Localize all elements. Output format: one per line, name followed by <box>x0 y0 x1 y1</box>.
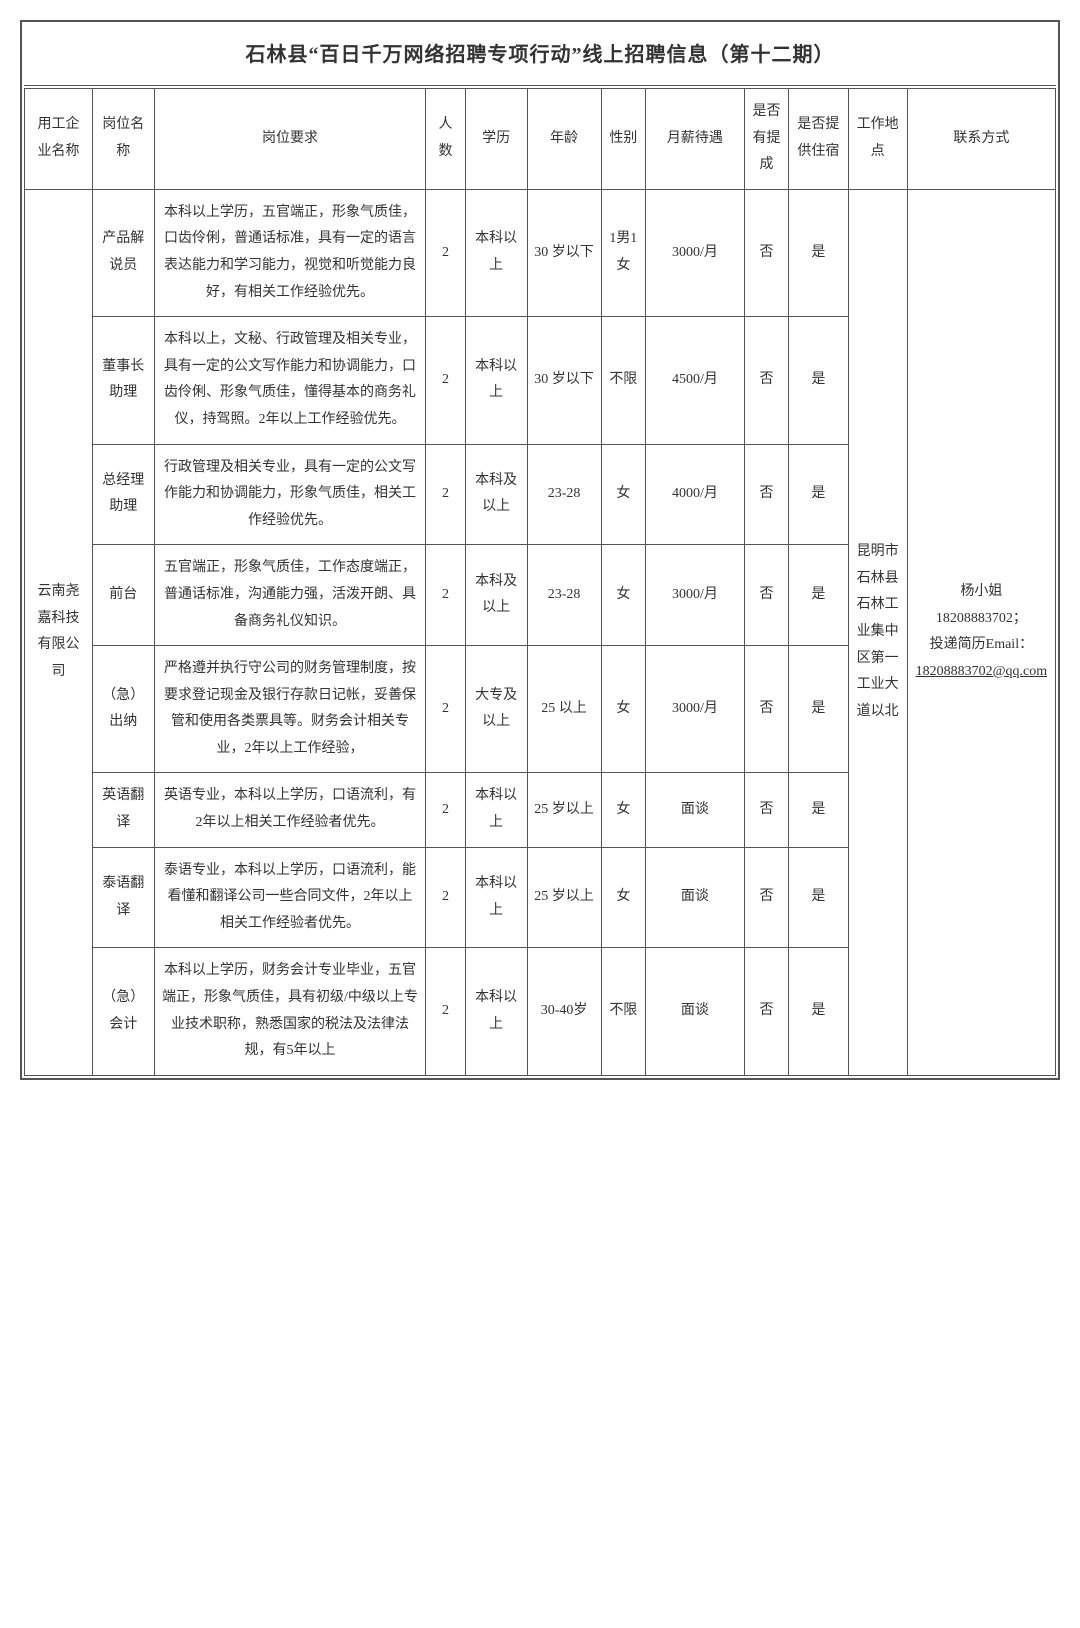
page-title: 石林县“百日千万网络招聘专项行动”线上招聘信息（第十二期） <box>24 24 1056 86</box>
education-cell: 本科以上 <box>465 317 527 444</box>
contact-email[interactable]: 18208883702@qq.com <box>916 664 1048 679</box>
requirement-cell: 严格遵并执行守公司的财务管理制度，按要求登记现金及银行存款日记帐，妥善保管和使用… <box>154 646 426 773</box>
age-cell: 25 岁以上 <box>527 773 601 847</box>
contact-name: 杨小姐 <box>960 584 1002 599</box>
commission-cell: 否 <box>744 847 788 948</box>
data-table: 用工企业名称 岗位名称 岗位要求 人数 学历 年龄 性别 月薪待遇 是否有提成 … <box>24 88 1056 1076</box>
salary-cell: 面谈 <box>646 773 745 847</box>
education-cell: 本科以上 <box>465 948 527 1075</box>
age-cell: 30 岁以下 <box>527 189 601 316</box>
count-cell: 2 <box>426 646 466 773</box>
salary-cell: 面谈 <box>646 847 745 948</box>
header-age: 年龄 <box>527 89 601 190</box>
position-cell: 董事长助理 <box>92 317 154 444</box>
age-cell: 23-28 <box>527 444 601 545</box>
dorm-cell: 是 <box>789 847 848 948</box>
requirement-cell: 本科以上，文秘、行政管理及相关专业，具有一定的公文写作能力和协调能力，口齿伶俐、… <box>154 317 426 444</box>
gender-cell: 1男1女 <box>601 189 645 316</box>
header-commission: 是否有提成 <box>744 89 788 190</box>
header-row: 用工企业名称 岗位名称 岗位要求 人数 学历 年龄 性别 月薪待遇 是否有提成 … <box>25 89 1056 190</box>
gender-cell: 女 <box>601 646 645 773</box>
commission-cell: 否 <box>744 189 788 316</box>
header-count: 人数 <box>426 89 466 190</box>
contact-phone: 18208883702； <box>936 611 1027 626</box>
education-cell: 本科及以上 <box>465 444 527 545</box>
position-cell: （急）会计 <box>92 948 154 1075</box>
salary-cell: 面谈 <box>646 948 745 1075</box>
commission-cell: 否 <box>744 646 788 773</box>
requirement-cell: 本科以上学历，财务会计专业毕业，五官端正，形象气质佳，具有初级/中级以上专业技术… <box>154 948 426 1075</box>
age-cell: 25 岁以上 <box>527 847 601 948</box>
gender-cell: 女 <box>601 545 645 646</box>
header-company: 用工企业名称 <box>25 89 93 190</box>
gender-cell: 不限 <box>601 317 645 444</box>
age-cell: 23-28 <box>527 545 601 646</box>
header-education: 学历 <box>465 89 527 190</box>
count-cell: 2 <box>426 317 466 444</box>
gender-cell: 女 <box>601 444 645 545</box>
age-cell: 30 岁以下 <box>527 317 601 444</box>
requirement-cell: 行政管理及相关专业，具有一定的公文写作能力和协调能力，形象气质佳，相关工作经验优… <box>154 444 426 545</box>
company-cell: 云南尧嘉科技有限公司 <box>25 189 93 1075</box>
contact-cell: 杨小姐 18208883702； 投递简历Email： 18208883702@qq.… <box>907 189 1055 1075</box>
commission-cell: 否 <box>744 317 788 444</box>
requirement-cell: 英语专业，本科以上学历，口语流利，有2年以上相关工作经验者优先。 <box>154 773 426 847</box>
education-cell: 本科及以上 <box>465 545 527 646</box>
commission-cell: 否 <box>744 444 788 545</box>
commission-cell: 否 <box>744 773 788 847</box>
dorm-cell: 是 <box>789 773 848 847</box>
gender-cell: 不限 <box>601 948 645 1075</box>
dorm-cell: 是 <box>789 646 848 773</box>
education-cell: 大专及以上 <box>465 646 527 773</box>
header-contact: 联系方式 <box>907 89 1055 190</box>
count-cell: 2 <box>426 847 466 948</box>
position-cell: 泰语翻译 <box>92 847 154 948</box>
position-cell: 前台 <box>92 545 154 646</box>
commission-cell: 否 <box>744 948 788 1075</box>
salary-cell: 4500/月 <box>646 317 745 444</box>
commission-cell: 否 <box>744 545 788 646</box>
position-cell: 英语翻译 <box>92 773 154 847</box>
count-cell: 2 <box>426 545 466 646</box>
salary-cell: 3000/月 <box>646 545 745 646</box>
salary-cell: 3000/月 <box>646 646 745 773</box>
position-cell: 总经理助理 <box>92 444 154 545</box>
contact-label: 投递简历Email： <box>930 637 1033 652</box>
header-salary: 月薪待遇 <box>646 89 745 190</box>
gender-cell: 女 <box>601 773 645 847</box>
dorm-cell: 是 <box>789 317 848 444</box>
salary-cell: 3000/月 <box>646 189 745 316</box>
requirement-cell: 五官端正，形象气质佳，工作态度端正，普通话标准，沟通能力强，活泼开朗、具备商务礼… <box>154 545 426 646</box>
requirement-cell: 本科以上学历，五官端正，形象气质佳，口齿伶俐，普通话标准，具有一定的语言表达能力… <box>154 189 426 316</box>
header-gender: 性别 <box>601 89 645 190</box>
location-cell: 昆明市石林县石林工业集中区第一工业大道以北 <box>848 189 907 1075</box>
education-cell: 本科以上 <box>465 189 527 316</box>
count-cell: 2 <box>426 773 466 847</box>
header-requirement: 岗位要求 <box>154 89 426 190</box>
education-cell: 本科以上 <box>465 773 527 847</box>
age-cell: 25 以上 <box>527 646 601 773</box>
header-dorm: 是否提供住宿 <box>789 89 848 190</box>
dorm-cell: 是 <box>789 444 848 545</box>
gender-cell: 女 <box>601 847 645 948</box>
recruitment-table: 石林县“百日千万网络招聘专项行动”线上招聘信息（第十二期） 用工企业名称 岗位名… <box>20 20 1060 1080</box>
count-cell: 2 <box>426 189 466 316</box>
dorm-cell: 是 <box>789 189 848 316</box>
count-cell: 2 <box>426 948 466 1075</box>
education-cell: 本科以上 <box>465 847 527 948</box>
age-cell: 30-40岁 <box>527 948 601 1075</box>
header-location: 工作地点 <box>848 89 907 190</box>
dorm-cell: 是 <box>789 545 848 646</box>
dorm-cell: 是 <box>789 948 848 1075</box>
count-cell: 2 <box>426 444 466 545</box>
salary-cell: 4000/月 <box>646 444 745 545</box>
header-position: 岗位名称 <box>92 89 154 190</box>
position-cell: 产品解说员 <box>92 189 154 316</box>
requirement-cell: 泰语专业，本科以上学历，口语流利，能看懂和翻译公司一些合同文件，2年以上相关工作… <box>154 847 426 948</box>
table-row: 云南尧嘉科技有限公司产品解说员本科以上学历，五官端正，形象气质佳，口齿伶俐，普通… <box>25 189 1056 316</box>
position-cell: （急）出纳 <box>92 646 154 773</box>
